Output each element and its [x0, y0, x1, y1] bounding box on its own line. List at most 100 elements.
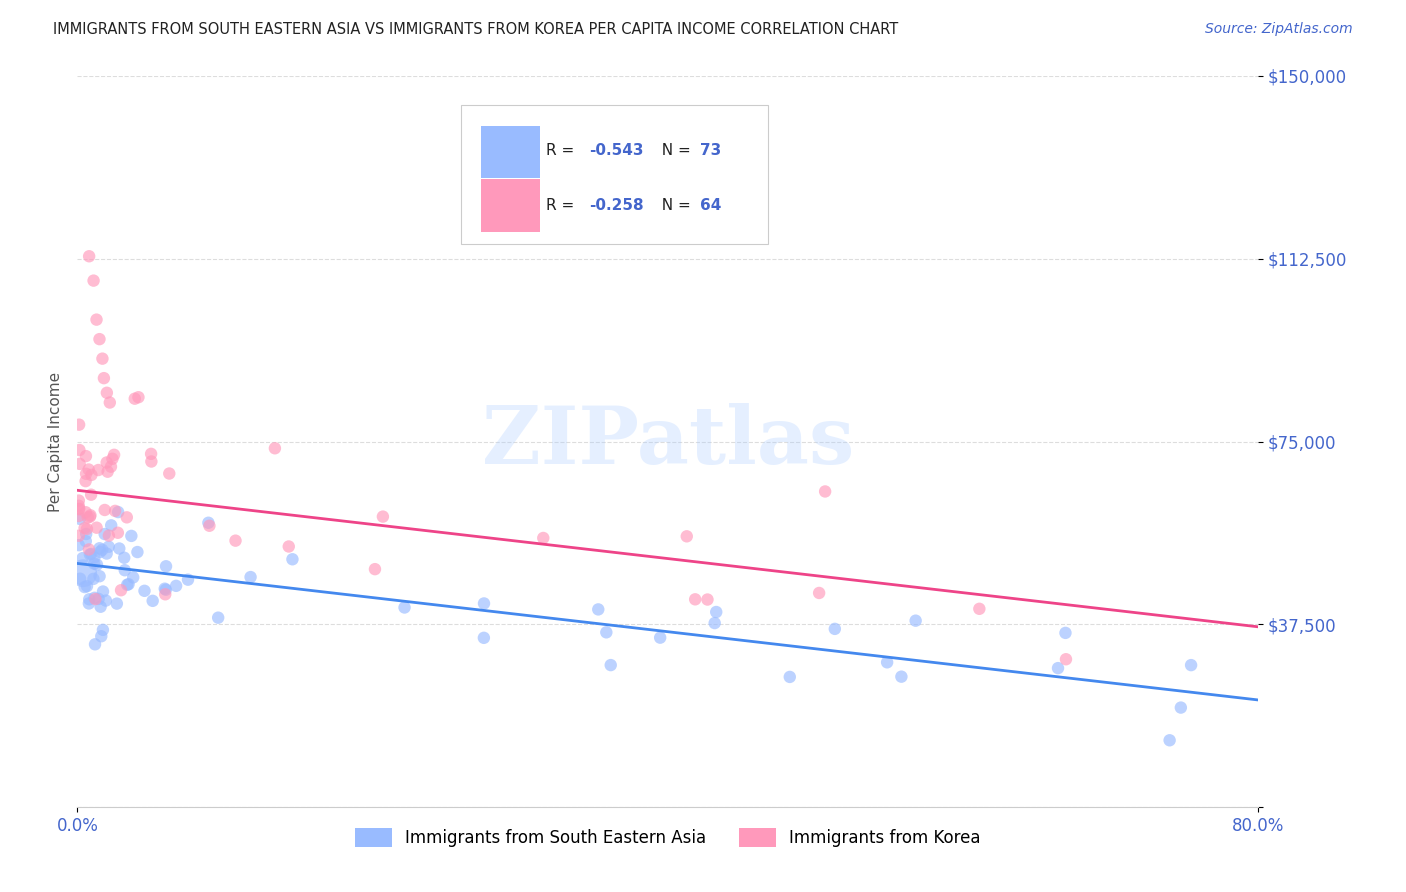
Point — [124, 392, 146, 406]
Point — [89, 569, 111, 583]
Point — [75, 527, 97, 541]
Point — [90, 599, 112, 614]
Point — [67, 417, 90, 432]
Point — [86, 312, 108, 326]
Point — [84, 637, 107, 651]
Point — [117, 577, 139, 591]
Point — [696, 592, 718, 607]
Point — [531, 531, 554, 545]
Point — [105, 597, 128, 611]
Point — [115, 510, 138, 524]
Point — [98, 395, 121, 409]
Point — [72, 566, 94, 581]
Point — [139, 447, 162, 461]
Point — [675, 529, 697, 543]
Point — [87, 463, 110, 477]
Point — [141, 454, 163, 468]
Point — [87, 591, 110, 606]
Point — [75, 474, 97, 488]
Point — [120, 529, 142, 543]
Point — [86, 521, 108, 535]
Point — [890, 670, 912, 684]
Point — [67, 501, 90, 516]
Point — [97, 540, 120, 554]
Point — [96, 547, 118, 561]
Point — [115, 578, 138, 592]
Point — [77, 249, 100, 263]
Point — [127, 390, 149, 404]
Point — [69, 572, 91, 586]
Point — [75, 467, 97, 481]
Point — [75, 449, 97, 463]
Point — [779, 670, 801, 684]
Point — [371, 509, 394, 524]
Point — [91, 351, 114, 366]
Point — [93, 527, 115, 541]
Point — [1046, 661, 1069, 675]
Point — [107, 525, 129, 540]
Point — [650, 631, 672, 645]
Point — [77, 597, 100, 611]
Point — [1180, 658, 1202, 673]
Point — [101, 451, 124, 466]
Point — [83, 591, 105, 605]
Point — [197, 516, 219, 530]
Point — [73, 521, 96, 535]
Point — [83, 557, 105, 571]
Point — [177, 573, 200, 587]
Point — [76, 510, 98, 524]
Point — [80, 467, 103, 482]
Point — [876, 656, 898, 670]
Point — [67, 538, 90, 552]
Point — [108, 541, 131, 556]
Point — [89, 541, 111, 556]
Point — [67, 443, 90, 458]
Y-axis label: Per Capita Income: Per Capita Income — [48, 371, 63, 512]
FancyBboxPatch shape — [481, 126, 540, 178]
Point — [93, 371, 115, 385]
Point — [91, 623, 114, 637]
Point — [112, 550, 135, 565]
Point — [79, 509, 101, 524]
Text: -0.543: -0.543 — [589, 143, 643, 158]
Point — [80, 547, 103, 561]
Point — [76, 579, 98, 593]
Point — [824, 622, 846, 636]
Point — [67, 499, 90, 513]
Point — [394, 600, 416, 615]
Point — [165, 579, 187, 593]
Point — [104, 504, 127, 518]
Point — [588, 602, 610, 616]
Point — [107, 505, 129, 519]
Point — [67, 502, 90, 516]
Point — [277, 540, 299, 554]
Point — [86, 558, 108, 572]
Legend: Immigrants from South Eastern Asia, Immigrants from Korea: Immigrants from South Eastern Asia, Immi… — [349, 822, 987, 854]
Point — [91, 584, 114, 599]
Point — [472, 597, 495, 611]
Point — [969, 602, 991, 616]
Point — [814, 484, 837, 499]
Point — [80, 488, 103, 502]
Point — [97, 528, 120, 542]
Text: N =: N = — [652, 198, 696, 213]
Point — [239, 570, 262, 584]
FancyBboxPatch shape — [461, 105, 768, 244]
Point — [100, 459, 122, 474]
Point — [595, 625, 617, 640]
Point — [100, 518, 122, 533]
Point — [142, 594, 165, 608]
Point — [94, 593, 117, 607]
Point — [904, 614, 927, 628]
Point — [683, 592, 706, 607]
Text: N =: N = — [652, 143, 696, 158]
Point — [77, 592, 100, 607]
Point — [91, 542, 114, 557]
Point — [472, 631, 495, 645]
Point — [72, 551, 94, 566]
Point — [96, 385, 118, 400]
Text: 64: 64 — [700, 198, 721, 213]
Point — [83, 274, 105, 288]
Point — [77, 462, 100, 476]
Point — [157, 467, 180, 481]
